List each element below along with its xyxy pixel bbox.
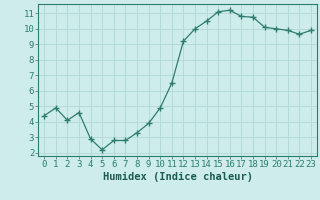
X-axis label: Humidex (Indice chaleur): Humidex (Indice chaleur) <box>103 172 252 182</box>
